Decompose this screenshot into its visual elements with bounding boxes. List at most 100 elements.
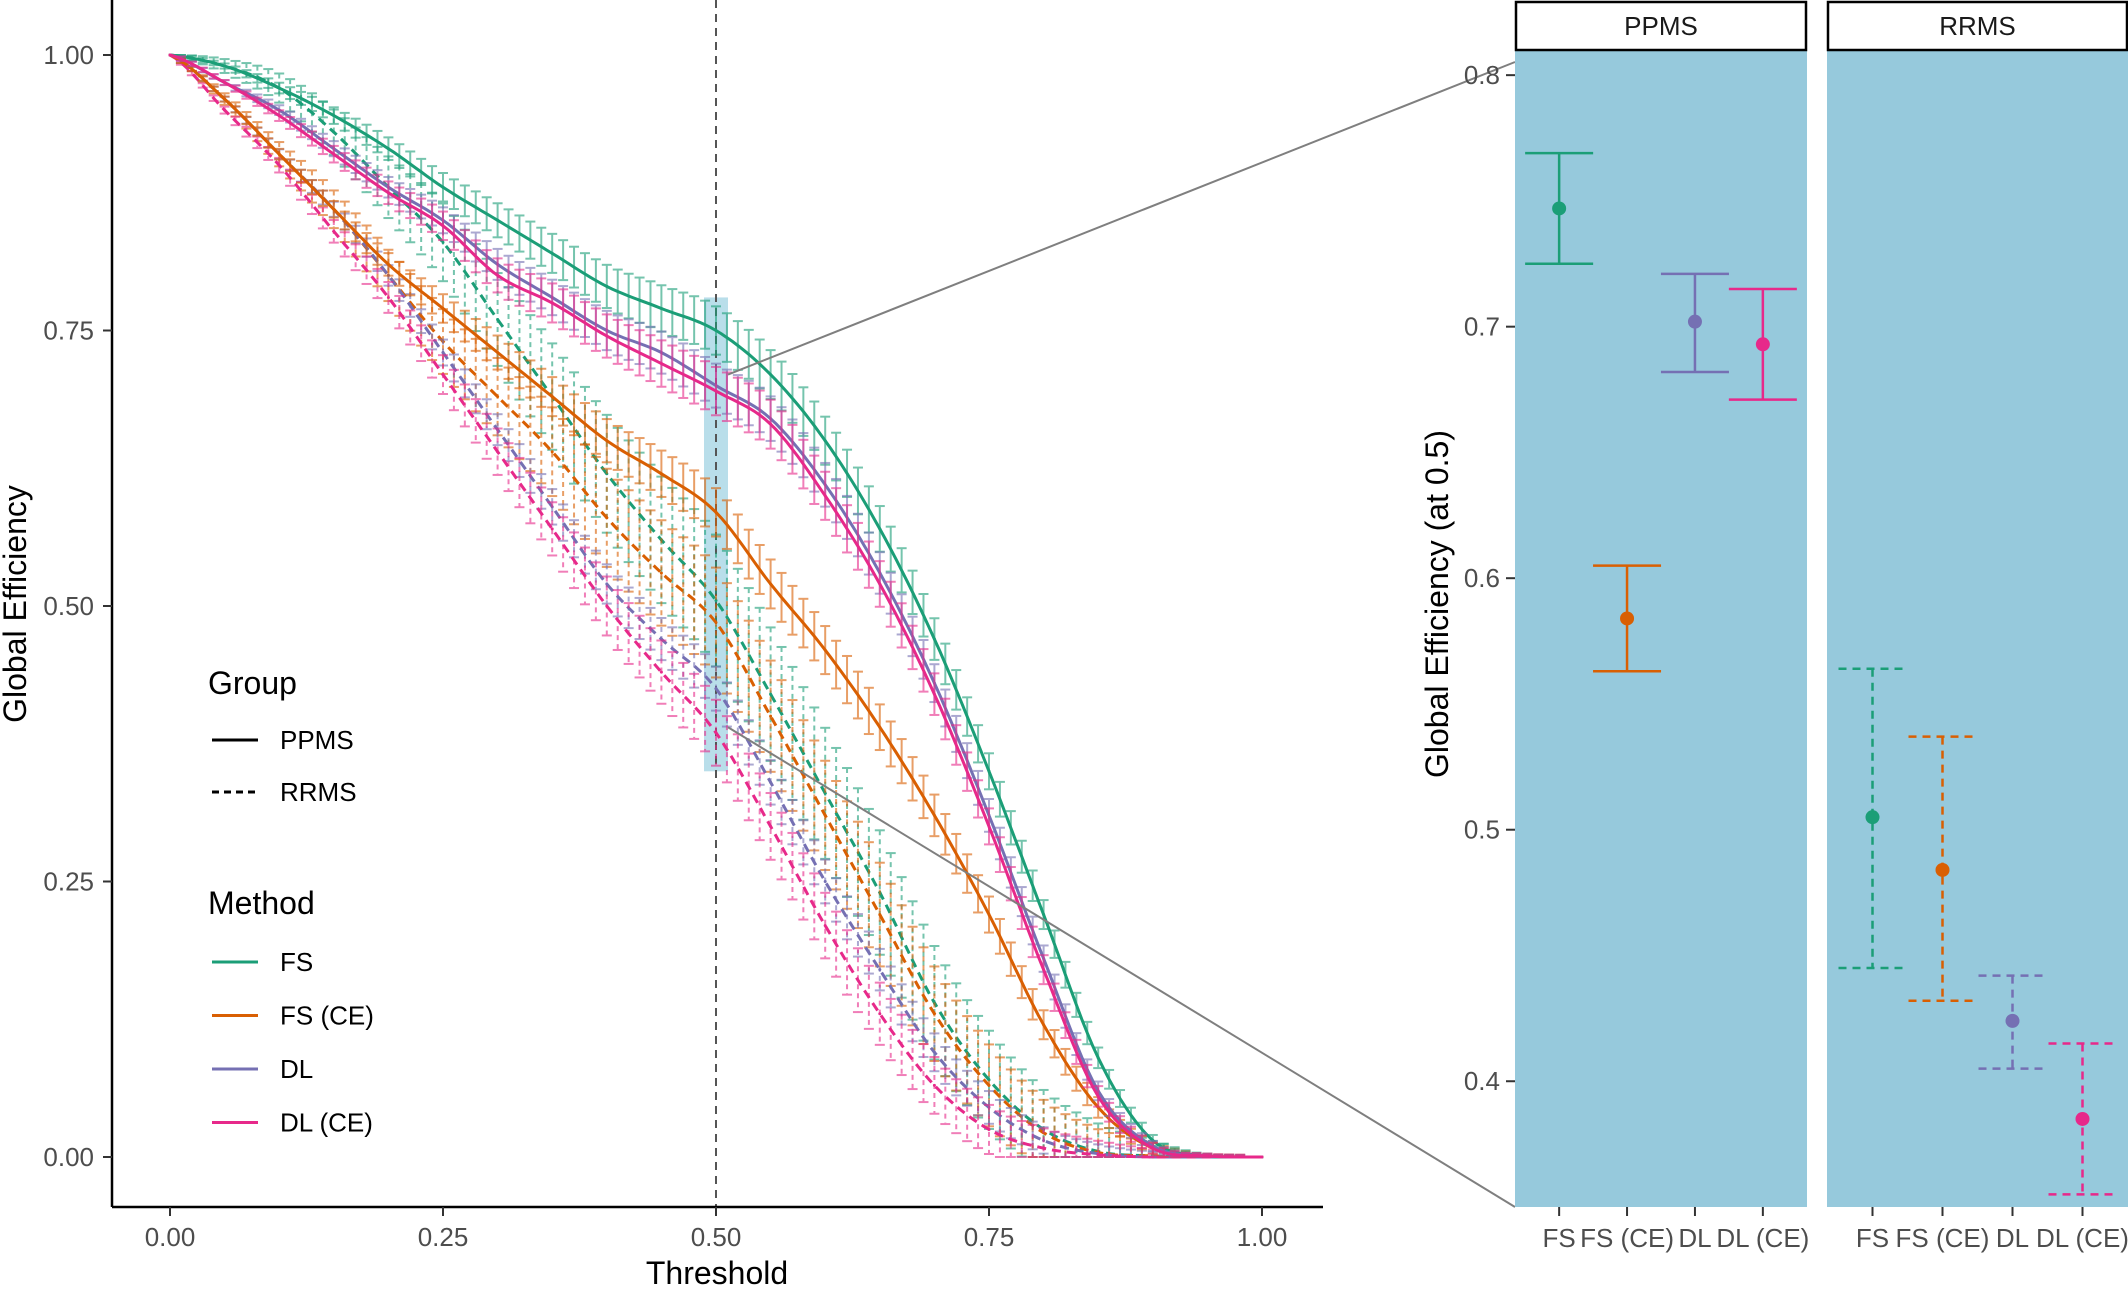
data-point [1042,968,1046,972]
point-fs [1838,667,1907,970]
x-axis-title: Threshold [646,1255,788,1289]
legend-item-fs-ce: FS (CE) [212,1001,374,1031]
data-point [550,301,554,305]
data-point [987,1083,991,1087]
data-point [714,621,718,625]
data-point [605,516,609,520]
legend-item-dl: DL [212,1054,313,1084]
data-point [987,769,991,773]
data-point [714,329,718,332]
data-point [496,218,500,222]
series-fs-ppms [168,53,1264,1159]
data-point [769,373,773,377]
data-point [932,1050,936,1054]
mean-point [1687,314,1702,329]
mean-point [1755,337,1770,352]
facet-rrms: RRMS FS FS (CE) DL DL (CE) [1826,0,2128,1253]
point-dl [1978,974,2047,1070]
data-point [605,284,609,288]
x-tick-label: 0.25 [418,1222,469,1252]
data-point [277,114,281,118]
x-tick-label: DL [1678,1223,1711,1253]
data-point [1151,1146,1155,1150]
y-tick-label: 0.4 [1464,1066,1500,1096]
data-point [441,351,445,355]
legend: Group PPMS RRMS Method FS FS (CE) DL DL (CE… [208,665,374,1138]
data-point [769,714,773,718]
x-tick-label: 0.00 [145,1222,196,1252]
data-point [659,362,663,366]
y-tick-label: 0.7 [1464,312,1500,342]
data-point [550,450,554,454]
data-point [1096,1094,1100,1098]
facet-strip [1514,0,1808,52]
data-point [1042,1146,1046,1150]
data-point [987,913,991,917]
x-tick-label: FS [1543,1223,1576,1253]
data-point [769,422,773,426]
x-tick-label: DL (CE) [2036,1223,2128,1253]
x-tick-layer: 0.00 0.25 0.50 0.75 1.00 [145,1207,1288,1252]
y-tick-label: 0.75 [43,316,94,346]
data-point [714,389,718,393]
legend-item-fs: FS [212,947,313,977]
data-point [659,472,663,476]
left-panel: 0.00 0.25 0.50 0.75 1.00 0.00 0.25 0.50 0.75 1.0… [0,0,1323,1289]
data-point [332,207,336,211]
legend-method-title: Method [208,885,315,921]
x-tick-label: FS (CE) [1896,1223,1990,1253]
data-point [496,450,500,454]
mean-point [1620,611,1635,626]
data-point [1096,1153,1100,1157]
x-tick-label: 1.00 [1237,1222,1288,1252]
zoom-connectors [727,61,1516,1208]
legend-label: DL [280,1054,313,1084]
legend-label: PPMS [280,725,354,755]
data-point [659,571,663,575]
data-point [987,824,991,828]
data-point [277,152,281,156]
x-tick-label: DL [1996,1223,2029,1253]
data-point [1205,1154,1209,1158]
x-tick-label: FS (CE) [1580,1223,1674,1253]
data-point [223,108,227,112]
data-point [223,64,227,68]
series-line [169,53,1262,1159]
data-point [496,273,500,277]
data-point [386,147,390,151]
legend-label: DL (CE) [280,1108,373,1138]
data-point [823,813,827,817]
data-point [714,510,718,514]
highlight-band [704,0,728,1207]
data-point [441,185,445,189]
error-bars-fs-ppms [175,54,1246,1158]
x-tick-label: FS [1856,1223,1889,1253]
data-point [987,1127,991,1131]
data-point [386,191,390,195]
facet-strip-label: PPMS [1624,11,1698,41]
connector-line-bottom [727,726,1516,1208]
data-point [769,824,773,828]
data-point [932,692,936,696]
series-line [169,53,1262,1159]
facet-background [1515,50,1807,1207]
data-point [823,439,827,443]
data-point [1260,1155,1264,1159]
data-point [659,306,663,310]
point-fs-ce [1908,735,1977,1003]
data-point [932,1083,936,1087]
facet-ppms: PPMS FS FS (CE) DL DL (CE) [1514,0,1809,1253]
data-point [550,395,554,399]
data-point [496,351,500,355]
mean-point [1552,201,1567,216]
legend-item-dl-ce: DL (CE) [212,1108,373,1138]
left-axes [110,0,1323,1209]
data-point [332,229,336,233]
connector-line-top [727,61,1516,376]
data-point [823,494,827,498]
data-point [1151,1155,1155,1159]
data-point [932,813,936,817]
y-tick-label: 0.50 [43,591,94,621]
